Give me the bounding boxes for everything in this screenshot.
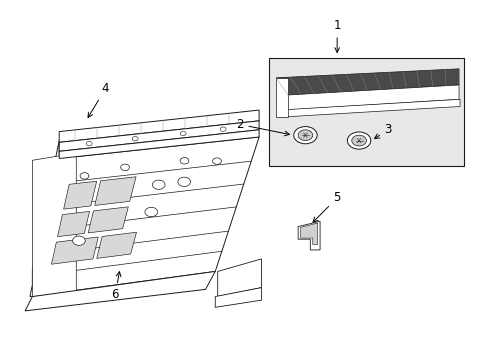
Polygon shape (30, 137, 259, 297)
Polygon shape (300, 223, 317, 244)
Polygon shape (58, 211, 89, 237)
Circle shape (298, 130, 312, 140)
Polygon shape (276, 69, 458, 96)
Circle shape (132, 136, 138, 141)
Polygon shape (217, 259, 261, 297)
Polygon shape (97, 232, 136, 258)
Text: 6: 6 (111, 272, 121, 301)
Circle shape (144, 207, 157, 217)
Text: 3: 3 (374, 123, 391, 139)
Polygon shape (25, 271, 215, 311)
Text: 4: 4 (88, 82, 109, 117)
Polygon shape (95, 177, 136, 206)
Polygon shape (59, 110, 259, 142)
Polygon shape (32, 153, 76, 297)
Circle shape (178, 177, 190, 186)
Text: 1: 1 (333, 19, 340, 53)
Circle shape (72, 236, 85, 246)
Polygon shape (276, 85, 458, 110)
Polygon shape (278, 99, 459, 117)
Text: 2: 2 (235, 118, 289, 136)
Circle shape (86, 141, 92, 146)
Circle shape (80, 173, 89, 179)
Polygon shape (298, 221, 320, 250)
Polygon shape (32, 140, 59, 289)
Bar (268, 58, 463, 166)
Circle shape (180, 131, 186, 136)
Polygon shape (88, 207, 128, 233)
Circle shape (121, 164, 129, 171)
Circle shape (152, 180, 165, 189)
Circle shape (351, 135, 366, 146)
Polygon shape (63, 181, 97, 209)
Polygon shape (51, 237, 98, 264)
Circle shape (346, 132, 370, 149)
Circle shape (220, 127, 225, 131)
Polygon shape (59, 121, 259, 151)
Polygon shape (215, 288, 261, 307)
Circle shape (293, 127, 317, 144)
Circle shape (180, 158, 188, 164)
Circle shape (212, 158, 221, 164)
Text: 5: 5 (312, 192, 340, 222)
Polygon shape (59, 130, 259, 158)
Polygon shape (276, 78, 288, 117)
